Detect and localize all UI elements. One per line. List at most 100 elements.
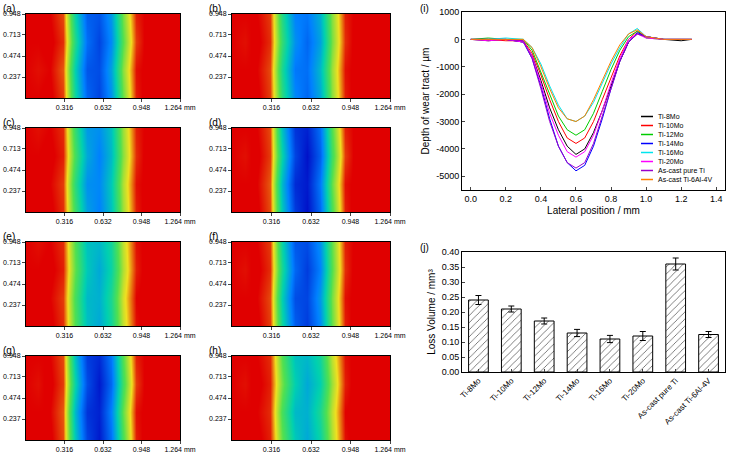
svg-text:0.316: 0.316 (56, 218, 74, 225)
svg-text:As-cast pure Ti: As-cast pure Ti (658, 167, 705, 175)
svg-text:As-cast pure Ti: As-cast pure Ti (636, 376, 680, 420)
svg-text:1.264 mm: 1.264 mm (164, 104, 195, 111)
svg-text:0.713: 0.713 (3, 259, 21, 266)
svg-text:1.264 mm: 1.264 mm (374, 446, 405, 453)
svg-text:(c): (c) (3, 117, 15, 128)
svg-text:0.30: 0.30 (442, 277, 460, 287)
svg-text:0.632: 0.632 (302, 332, 320, 339)
svg-text:-2000: -2000 (436, 89, 459, 99)
svg-text:0.00: 0.00 (442, 367, 460, 377)
svg-text:0.237: 0.237 (209, 187, 227, 194)
svg-text:1.264 mm: 1.264 mm (164, 218, 195, 225)
svg-text:Ti-8Mo: Ti-8Mo (658, 113, 680, 120)
svg-text:1.264 mm: 1.264 mm (374, 218, 405, 225)
svg-text:0.474: 0.474 (209, 394, 227, 401)
svg-text:(g): (g) (3, 345, 15, 356)
svg-text:0.713: 0.713 (3, 31, 21, 38)
svg-text:0.632: 0.632 (94, 332, 112, 339)
svg-text:0.316: 0.316 (263, 446, 281, 453)
svg-text:0.237: 0.237 (209, 73, 227, 80)
svg-text:(d): (d) (209, 117, 221, 128)
svg-text:0.4: 0.4 (535, 194, 548, 204)
svg-text:Ti-14Mo: Ti-14Mo (554, 376, 581, 403)
svg-text:0.316: 0.316 (263, 104, 281, 111)
svg-text:0.632: 0.632 (94, 218, 112, 225)
svg-text:Ti-12Mo: Ti-12Mo (522, 376, 549, 403)
svg-text:(j): (j) (420, 242, 429, 253)
svg-text:0.474: 0.474 (3, 52, 21, 59)
svg-text:0.10: 0.10 (442, 337, 460, 347)
svg-text:1.0: 1.0 (640, 194, 653, 204)
svg-text:0.948: 0.948 (209, 10, 227, 17)
svg-text:0.948: 0.948 (133, 446, 151, 453)
svg-text:0.632: 0.632 (302, 104, 320, 111)
svg-text:0.316: 0.316 (56, 446, 74, 453)
svg-text:0.8: 0.8 (605, 194, 618, 204)
svg-text:0.713: 0.713 (209, 145, 227, 152)
svg-text:0.316: 0.316 (263, 218, 281, 225)
svg-text:0.316: 0.316 (263, 332, 281, 339)
svg-text:Lateral position / mm: Lateral position / mm (547, 205, 640, 216)
svg-text:Ti-8Mo: Ti-8Mo (459, 376, 483, 400)
svg-text:0.948: 0.948 (133, 332, 151, 339)
svg-text:0.948: 0.948 (342, 218, 360, 225)
svg-text:Ti-20Mo: Ti-20Mo (620, 376, 647, 403)
svg-text:0.35: 0.35 (442, 262, 460, 272)
svg-text:-3000: -3000 (436, 117, 459, 127)
svg-text:0.474: 0.474 (3, 394, 21, 401)
svg-text:(b): (b) (209, 3, 221, 14)
svg-text:Ti-20Mo: Ti-20Mo (658, 158, 684, 165)
svg-text:(i): (i) (420, 3, 429, 14)
svg-text:0.237: 0.237 (3, 301, 21, 308)
svg-text:0.237: 0.237 (3, 187, 21, 194)
svg-text:0.316: 0.316 (56, 104, 74, 111)
svg-text:0.237: 0.237 (3, 415, 21, 422)
svg-text:0: 0 (454, 35, 459, 45)
svg-text:Ti-14Mo: Ti-14Mo (658, 140, 684, 147)
svg-text:-4000: -4000 (436, 144, 459, 154)
svg-text:1.264 mm: 1.264 mm (164, 446, 195, 453)
svg-text:0.237: 0.237 (3, 73, 21, 80)
svg-text:0.948: 0.948 (342, 104, 360, 111)
svg-text:0.632: 0.632 (302, 446, 320, 453)
svg-text:0.632: 0.632 (94, 104, 112, 111)
svg-text:Depth of wear tract / µm: Depth of wear tract / µm (420, 48, 431, 155)
svg-text:0.237: 0.237 (209, 415, 227, 422)
svg-text:0.474: 0.474 (209, 52, 227, 59)
svg-text:Ti-16Mo: Ti-16Mo (658, 149, 684, 156)
svg-text:(f): (f) (209, 231, 218, 242)
svg-text:(a): (a) (3, 3, 15, 14)
svg-text:0.632: 0.632 (94, 446, 112, 453)
svg-text:0.948: 0.948 (3, 352, 21, 359)
svg-text:0.948: 0.948 (342, 332, 360, 339)
svg-text:0.05: 0.05 (442, 352, 460, 362)
svg-text:0.713: 0.713 (209, 373, 227, 380)
svg-text:1000: 1000 (439, 7, 459, 17)
svg-text:0.632: 0.632 (302, 218, 320, 225)
svg-text:0.20: 0.20 (442, 307, 460, 317)
svg-text:1.264 mm: 1.264 mm (374, 332, 405, 339)
svg-text:0.948: 0.948 (133, 218, 151, 225)
svg-text:(h): (h) (209, 345, 221, 356)
svg-text:1.264 mm: 1.264 mm (374, 104, 405, 111)
svg-text:0.474: 0.474 (3, 280, 21, 287)
svg-text:0.948: 0.948 (3, 10, 21, 17)
svg-text:(e): (e) (3, 231, 15, 242)
svg-text:0.2: 0.2 (500, 194, 513, 204)
svg-text:0.948: 0.948 (342, 446, 360, 453)
svg-text:0.474: 0.474 (209, 280, 227, 287)
svg-text:As-cast Ti-6Al-4V: As-cast Ti-6Al-4V (663, 376, 714, 427)
svg-text:0.948: 0.948 (3, 124, 21, 131)
svg-text:0.316: 0.316 (56, 332, 74, 339)
svg-text:0.948: 0.948 (209, 238, 227, 245)
svg-text:0.948: 0.948 (3, 238, 21, 245)
svg-text:0.474: 0.474 (3, 166, 21, 173)
svg-text:Ti-16Mo: Ti-16Mo (587, 376, 614, 403)
svg-text:0.25: 0.25 (442, 292, 460, 302)
svg-text:-5000: -5000 (436, 171, 459, 181)
svg-text:0.713: 0.713 (209, 31, 227, 38)
svg-text:1.4: 1.4 (710, 194, 723, 204)
svg-text:Ti-10Mo: Ti-10Mo (489, 376, 516, 403)
svg-text:As-cast Ti-6Al-4V: As-cast Ti-6Al-4V (658, 176, 712, 183)
svg-text:0.40: 0.40 (442, 247, 460, 257)
